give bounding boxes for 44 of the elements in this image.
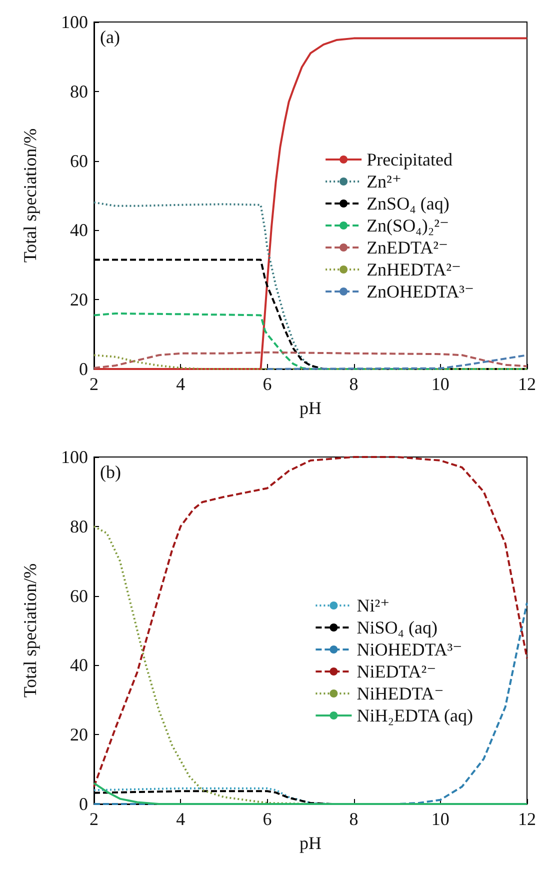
legend-label: NiSO₄ (aq) bbox=[356, 618, 438, 638]
y-tick-label: 0 bbox=[79, 359, 88, 379]
y-axis-title: Total speciation/% bbox=[20, 128, 40, 263]
legend-label: Precipitated bbox=[366, 150, 453, 170]
y-tick-label: 40 bbox=[70, 655, 88, 676]
x-tick-label: 12 bbox=[518, 374, 536, 394]
legend-label: NiOHEDTA³⁻ bbox=[356, 640, 462, 660]
x-tick-label: 4 bbox=[176, 374, 186, 394]
y-tick-label: 20 bbox=[70, 724, 88, 745]
x-tick-label: 6 bbox=[262, 809, 272, 829]
x-tick-label: 8 bbox=[349, 374, 358, 394]
y-tick-label: 60 bbox=[70, 586, 88, 606]
y-tick-label: 20 bbox=[70, 290, 88, 310]
legend-label: Zn²⁺ bbox=[366, 172, 402, 192]
y-tick-label: 100 bbox=[61, 12, 88, 32]
annotation: (b) bbox=[100, 462, 121, 482]
x-tick-label: 2 bbox=[90, 374, 98, 394]
legend-label: Zn(SO₄)₂²⁻ bbox=[366, 216, 450, 236]
x-tick-label: 10 bbox=[431, 374, 450, 394]
x-tick-label: 12 bbox=[518, 809, 536, 829]
y-tick-label: 80 bbox=[70, 81, 88, 102]
legend-label: ZnSO₄ (aq) bbox=[366, 194, 450, 214]
x-tick-label: 8 bbox=[349, 809, 358, 829]
legend-label: ZnHEDTA²⁻ bbox=[366, 260, 462, 280]
x-tick-label: 6 bbox=[262, 374, 272, 394]
y-tick-label: 40 bbox=[70, 220, 88, 240]
legend-label: NiEDTA²⁻ bbox=[356, 662, 436, 682]
legend-label: NiHEDTA⁻ bbox=[356, 684, 444, 704]
legend-label: NiH₂EDTA (aq) bbox=[356, 706, 474, 726]
x-tick-label: 4 bbox=[176, 809, 186, 829]
line-series bbox=[93, 456, 528, 788]
y-tick-label: 60 bbox=[70, 150, 88, 171]
x-axis-title: pH bbox=[300, 833, 322, 853]
y-tick-label: 100 bbox=[61, 447, 88, 467]
y-tick-label: 80 bbox=[70, 516, 88, 536]
annotation: (a) bbox=[100, 27, 120, 47]
legend-label: Ni²⁺ bbox=[356, 596, 390, 616]
legend-label: ZnOHEDTA³⁻ bbox=[366, 282, 474, 302]
y-tick-label: 0 bbox=[79, 794, 88, 814]
y-axis-title: Total speciation/% bbox=[20, 563, 40, 698]
legend-label: ZnEDTA²⁻ bbox=[366, 238, 448, 258]
x-tick-label: 2 bbox=[90, 809, 98, 829]
x-axis-title: pH bbox=[300, 398, 322, 418]
x-tick-label: 10 bbox=[431, 809, 450, 829]
